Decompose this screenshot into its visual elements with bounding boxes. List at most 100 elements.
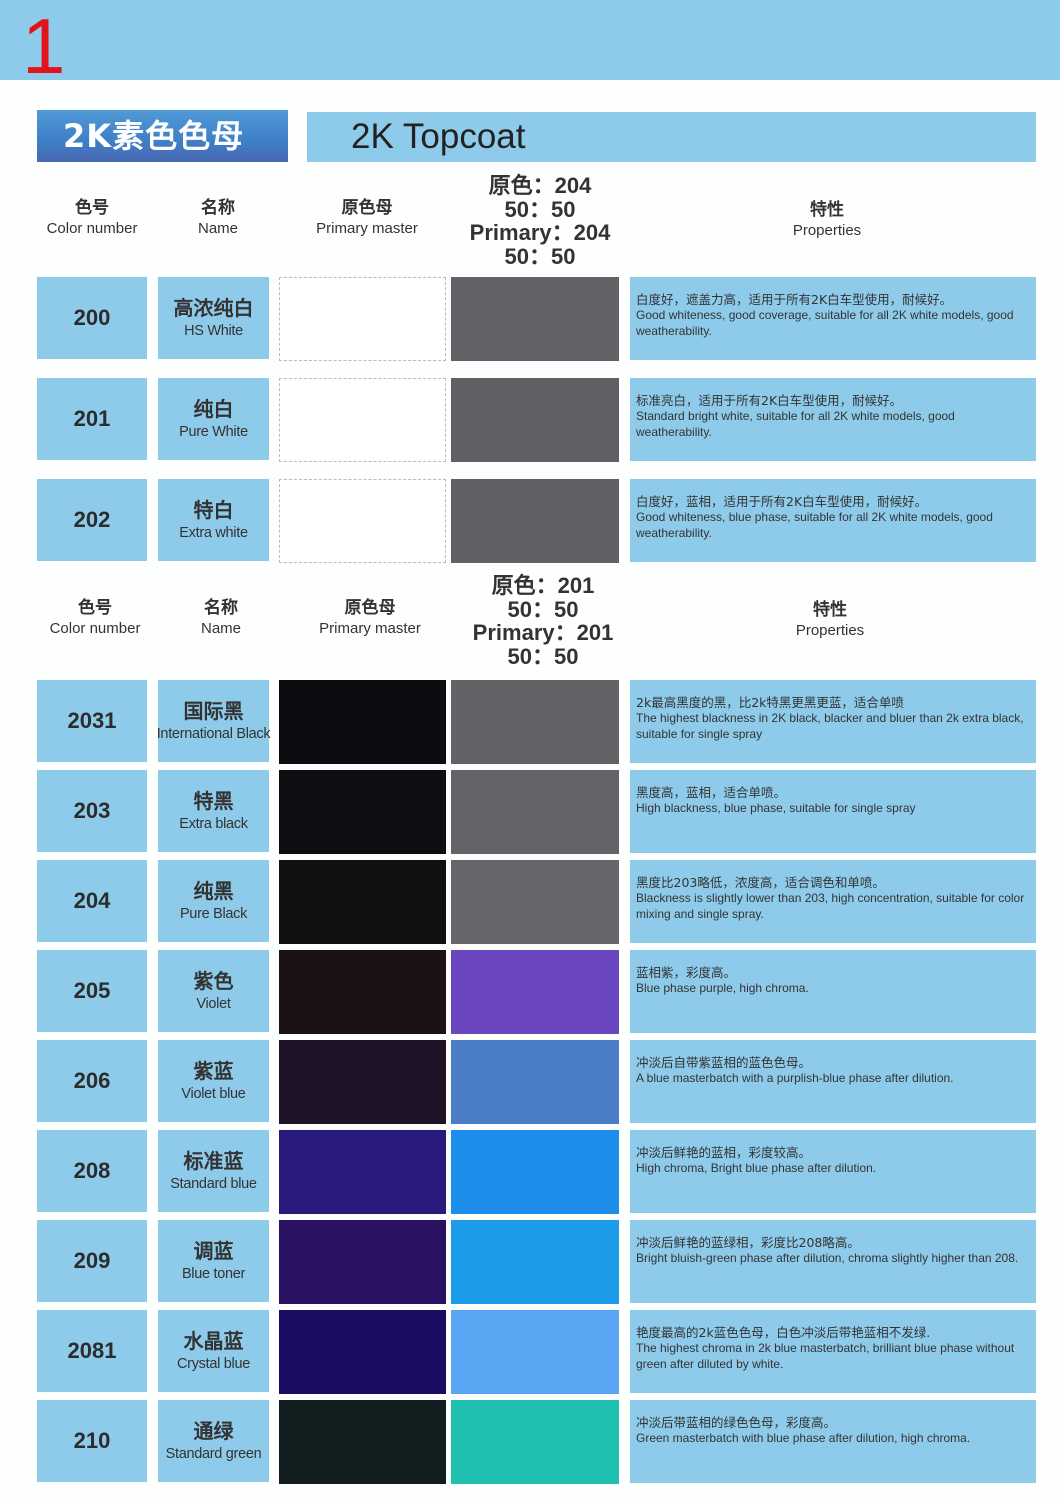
header-color-number: 色号 Color number <box>37 197 147 239</box>
mix-ratio-line: 50：50 <box>504 243 576 269</box>
properties-cn: 白度好，遮盖力高，适用于所有2K白车型使用，耐候好。 <box>636 292 953 307</box>
primary-master-swatch <box>279 950 446 1034</box>
header-color-number-cn: 色号 <box>75 198 109 218</box>
mix-swatch <box>451 950 619 1034</box>
mix-swatch <box>451 680 619 764</box>
header-properties-cn: 特性 <box>813 600 847 620</box>
color-name-cell: 通绿 Standard green <box>158 1400 269 1482</box>
color-name-cn: 标准蓝 <box>183 1149 244 1173</box>
mix-ratio-line: 50：50 <box>504 196 576 222</box>
color-name-cell: 特白 Extra white <box>158 479 269 561</box>
properties-en: Blue phase purple, high chroma. <box>636 981 809 995</box>
color-name-en: Pure White <box>179 424 248 440</box>
primary-master-swatch <box>279 479 446 563</box>
color-name-en: Extra white <box>179 525 248 541</box>
properties-en: High chroma, Bright blue phase after dil… <box>636 1161 877 1175</box>
color-number-cell: 2031 <box>37 680 147 762</box>
color-number-cell: 202 <box>37 479 147 561</box>
color-name-cell: 调蓝 Blue toner <box>158 1220 269 1302</box>
header-primary-master-cn: 原色母 <box>344 598 396 618</box>
mix-swatch <box>451 1220 619 1304</box>
mix-swatch <box>451 770 619 854</box>
mix-ratio-line: Primary：201 <box>472 620 614 645</box>
properties-cn: 冲淡后带蓝相的绿色色母，彩度高。 <box>636 1415 837 1430</box>
mix-swatch <box>451 1310 619 1394</box>
properties-cell: 标准亮白，适用于所有2K白车型使用，耐候好。 Standard bright wh… <box>630 378 1036 461</box>
color-number-cell: 204 <box>37 860 147 942</box>
color-name-en: Crystal blue <box>177 1356 250 1372</box>
properties-cn: 艳度最高的2k蓝色色母，白色冲淡后带艳蓝相不发绿. <box>636 1325 931 1340</box>
primary-master-swatch <box>279 1040 446 1124</box>
properties-cn: 黑度比203略低，浓度高，适合调色和单喷。 <box>636 875 885 890</box>
mix-swatch <box>451 1400 619 1484</box>
mix-ratio-line: 原色：201 <box>491 573 595 598</box>
color-name-cn: 纯黑 <box>193 879 234 903</box>
header-primary-master-en: Primary master <box>319 620 421 637</box>
color-name-cell: 紫蓝 Violet blue <box>158 1040 269 1122</box>
top-band <box>0 0 1060 80</box>
mix-swatch <box>451 1130 619 1214</box>
header-primary-master: 原色母 Primary master <box>300 597 440 639</box>
properties-en: The highest blackness in 2K black, black… <box>636 711 1024 741</box>
header-name-en: Name <box>197 220 238 237</box>
header-properties-en: Properties <box>792 222 862 239</box>
color-name-cn: 纯白 <box>193 397 234 421</box>
header-primary-master-cn: 原色母 <box>341 198 393 218</box>
color-number-cell: 209 <box>37 1220 147 1302</box>
properties-cn: 标准亮白，适用于所有2K白车型使用，耐候好。 <box>636 393 903 408</box>
properties-cell: 冲淡后鲜艳的蓝绿相，彩度比208略高。 Bright bluish-green p… <box>630 1220 1036 1303</box>
primary-master-swatch <box>279 1400 446 1484</box>
color-name-en: Violet blue <box>181 1086 246 1102</box>
primary-master-swatch <box>279 378 446 462</box>
header-name-cn: 名称 <box>201 198 235 218</box>
properties-cell: 冲淡后带蓝相的绿色色母，彩度高。 Green masterbatch with b… <box>630 1400 1036 1483</box>
color-name-en: Blue toner <box>181 1266 246 1282</box>
properties-en: Standard bright white, suitable for all … <box>636 409 955 439</box>
color-name-cn: 特白 <box>193 498 234 522</box>
header-primary-master: 原色母 Primary master <box>297 197 437 239</box>
color-name-en: Standard green <box>165 1446 262 1462</box>
color-name-cn: 国际黑 <box>183 699 244 723</box>
properties-en: Blackness is slightly lower than 203, hi… <box>636 891 1025 921</box>
color-name-cell: 标准蓝 Standard blue <box>158 1130 269 1212</box>
mix-ratio-line: Primary：204 <box>469 220 611 245</box>
color-name-cell: 国际黑 International Black <box>157 680 271 762</box>
properties-cn: 冲淡后自带紫蓝相的蓝色色母。 <box>636 1055 812 1070</box>
properties-cn: 2k最高黑度的黑，比2k特黑更黑更蓝，适合单喷 <box>636 695 904 710</box>
color-number-cell: 208 <box>37 1130 147 1212</box>
properties-cell: 冲淡后鲜艳的蓝相，彩度较高。 High chroma, Bright blue p… <box>630 1130 1036 1213</box>
header-primary-master-en: Primary master <box>316 220 418 237</box>
color-name-cn: 紫色 <box>193 969 234 993</box>
color-number-cell: 203 <box>37 770 147 852</box>
properties-en: A blue masterbatch with a purplish-blue … <box>636 1071 954 1085</box>
properties-en: Bright bluish-green phase after dilution… <box>636 1251 1019 1265</box>
mix-swatch <box>451 479 619 563</box>
properties-cn: 冲淡后鲜艳的蓝绿相，彩度比208略高。 <box>636 1235 860 1250</box>
primary-master-swatch <box>279 1310 446 1394</box>
primary-master-swatch <box>279 1220 446 1304</box>
properties-en: Green masterbatch with blue phase after … <box>636 1431 971 1445</box>
properties-cell: 蓝相紫，彩度高。 Blue phase purple, high chroma. <box>630 950 1036 1033</box>
properties-en: High blackness, blue phase, suitable for… <box>636 801 916 815</box>
color-name-cn: 通绿 <box>193 1419 234 1443</box>
primary-master-swatch <box>279 1130 446 1214</box>
color-name-en: Pure Black <box>179 906 248 922</box>
properties-cn: 蓝相紫，彩度高。 <box>636 965 737 980</box>
color-number-cell: 200 <box>37 277 147 359</box>
color-name-cn: 调蓝 <box>193 1239 234 1263</box>
properties-cell: 冲淡后自带紫蓝相的蓝色色母。 A blue masterbatch with a … <box>630 1040 1036 1123</box>
color-name-cell: 水晶蓝 Crystal blue <box>158 1310 269 1392</box>
color-number-cell: 210 <box>37 1400 147 1482</box>
color-name-cell: 紫色 Violet <box>158 950 269 1032</box>
title-english: 2K Topcoat <box>307 112 1036 162</box>
color-name-en: Violet <box>196 996 231 1012</box>
mix-swatch <box>451 277 619 361</box>
header-color-number: 色号 Color number <box>40 597 150 639</box>
properties-en: Good whiteness, blue phase, suitable for… <box>636 510 993 540</box>
color-name-cn: 紫蓝 <box>193 1059 234 1083</box>
color-number-cell: 206 <box>37 1040 147 1122</box>
header-properties-en: Properties <box>795 622 865 639</box>
header-properties: 特性 Properties <box>760 599 900 641</box>
header-properties-cn: 特性 <box>810 200 844 220</box>
